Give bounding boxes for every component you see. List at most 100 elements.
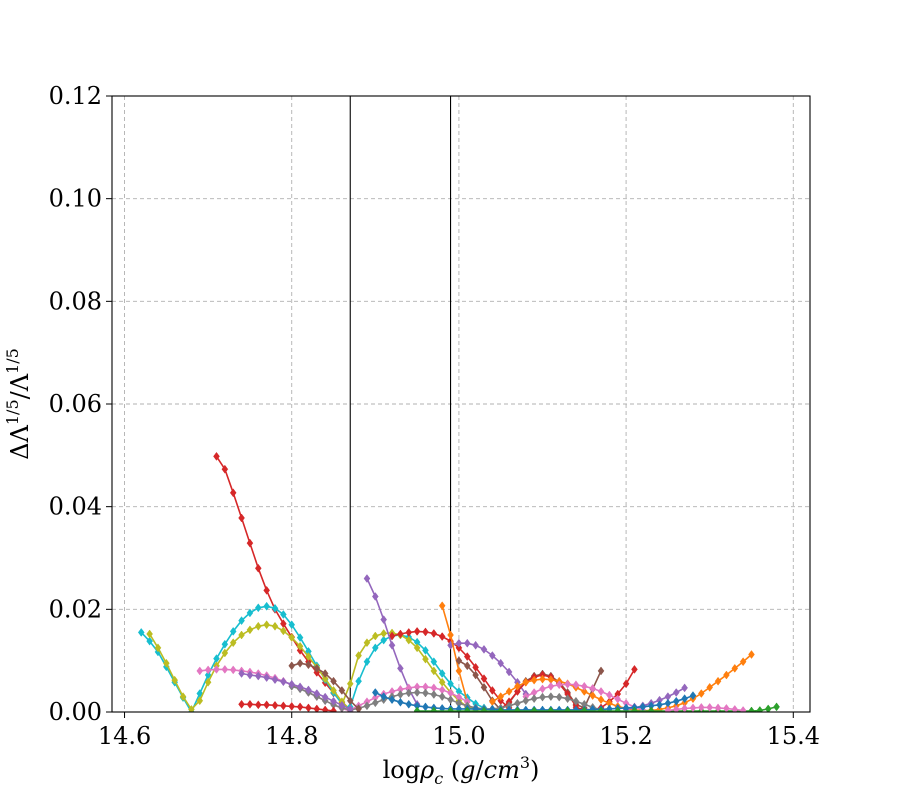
data-point [580,706,588,712]
data-point [413,643,421,653]
plot-area [137,451,780,712]
data-point [238,513,245,523]
data-point [363,638,371,648]
data-point [380,692,387,702]
series-2 [146,620,354,712]
data-point [714,676,722,686]
data-point [514,681,521,691]
series-22 [238,699,337,712]
data-point [321,692,329,702]
data-point [355,704,362,712]
data-point [330,696,337,706]
data-point [263,673,270,683]
data-point [179,692,187,702]
data-point [463,652,471,661]
data-point [296,682,304,692]
data-point [213,664,220,674]
data-point [455,656,463,666]
data-point [263,620,270,630]
data-point [430,657,438,667]
data-point [221,648,229,658]
data-point [739,706,747,712]
series-layer [137,451,780,712]
data-point [288,661,296,671]
data-point [539,692,546,702]
data-point [472,670,479,680]
x-tick-label: 14.6 [98,722,151,750]
data-point [397,663,404,673]
data-point [756,706,764,712]
data-point [698,689,705,698]
data-point [438,669,446,678]
data-point [689,691,697,700]
data-point [363,657,371,667]
data-point [463,638,471,648]
data-point [330,706,337,712]
data-point [372,592,379,601]
data-point [246,625,254,635]
data-point [271,603,279,613]
data-point [422,654,429,664]
data-point [505,687,513,696]
data-point [246,670,254,680]
data-point [647,706,655,712]
data-point [764,704,772,712]
data-point [263,585,270,595]
data-point [731,705,739,712]
data-point [313,689,321,698]
data-point [372,688,379,697]
data-point [204,677,212,687]
data-point [631,706,638,712]
data-point [254,603,262,613]
data-point [438,601,446,611]
data-point [447,706,454,712]
data-point [280,626,287,636]
data-point [296,702,304,712]
data-point [480,644,488,654]
data-point [422,688,429,698]
data-point [254,621,262,631]
data-point [296,658,304,668]
data-point [505,667,513,677]
y-tick-label: 0.08 [49,287,102,315]
y-axis: 0.00 0.02 0.04 0.06 0.08 0.10 0.12 [49,82,112,726]
data-point [422,702,429,712]
data-point [397,697,404,707]
data-point [246,608,254,618]
data-point [288,701,296,711]
data-point [606,690,613,700]
data-point [405,635,413,645]
data-point [422,627,429,637]
data-point [146,629,153,639]
data-point [455,638,463,648]
data-point [238,699,245,709]
y-tick-label: 0.02 [49,595,102,623]
data-point [539,705,546,712]
data-point [388,695,396,705]
data-point [555,680,563,690]
y-tick-label: 0.04 [49,493,102,521]
data-point [497,692,505,702]
data-point [163,658,170,668]
data-point [580,681,588,691]
data-point [539,674,546,684]
y-tick-label: 0.12 [49,82,102,110]
data-point [405,628,413,637]
data-point [338,686,346,695]
data-point [656,700,663,710]
data-point [413,626,421,636]
data-point [288,620,296,630]
data-point [723,670,730,680]
data-point [405,688,413,698]
data-point [597,706,605,712]
data-point [271,700,279,710]
data-point [463,706,471,712]
data-point [196,666,204,676]
data-point [589,683,596,693]
data-point [555,692,563,702]
x-axis: 14.6 14.8 15.0 15.2 15.4 [98,712,820,750]
data-point [154,643,162,653]
plot-frame [111,95,811,713]
data-point [773,702,780,712]
data-point [681,683,688,693]
